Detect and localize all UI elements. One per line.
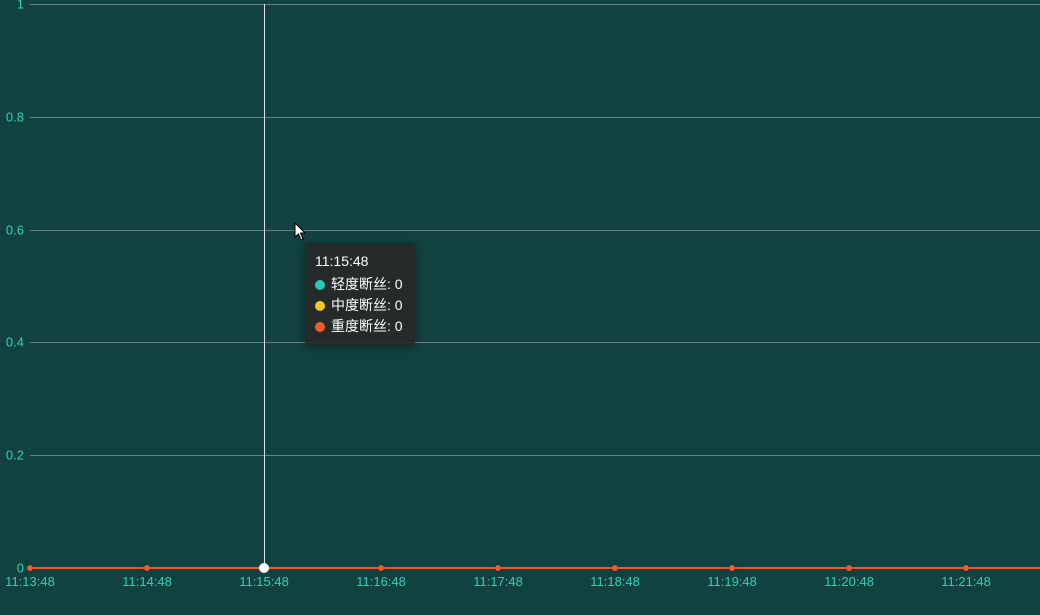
tooltip-row: 中度断丝: 0: [315, 295, 403, 316]
y-tick-label: 0.8: [6, 109, 30, 124]
tooltip-row: 重度断丝: 0: [315, 316, 403, 337]
x-tick-label: 11:16:48: [356, 568, 406, 589]
tooltip-title: 11:15:48: [315, 251, 403, 272]
series-point: [963, 565, 969, 571]
tooltip-row: 轻度断丝: 0: [315, 274, 403, 295]
chart-container: 00.20.40.60.8111:13:4811:14:4811:15:4811…: [0, 0, 1040, 615]
x-tick-label: 11:21:48: [941, 568, 991, 589]
gridline-horizontal: [30, 230, 1040, 231]
gridline-horizontal: [30, 342, 1040, 343]
x-tick-label: 11:13:48: [5, 568, 55, 589]
tooltip-series-label: 中度断丝: 0: [331, 295, 403, 316]
series-point: [495, 565, 501, 571]
series-point: [846, 565, 852, 571]
tooltip-series-label: 轻度断丝: 0: [331, 274, 403, 295]
series-point: [27, 565, 33, 571]
gridline-horizontal: [30, 4, 1040, 5]
series-point: [378, 565, 384, 571]
series-point: [144, 565, 150, 571]
x-tick-label: 11:17:48: [473, 568, 523, 589]
cursor-line: [264, 4, 265, 568]
gridline-horizontal: [30, 117, 1040, 118]
y-tick-label: 1: [17, 0, 30, 12]
tooltip: 11:15:48 轻度断丝: 0中度断丝: 0重度断丝: 0: [305, 243, 415, 345]
legend-dot-icon: [315, 280, 325, 290]
series-point: [729, 565, 735, 571]
x-tick-label: 11:18:48: [590, 568, 640, 589]
legend-dot-icon: [315, 301, 325, 311]
x-tick-label: 11:19:48: [707, 568, 757, 589]
y-tick-label: 0.2: [6, 448, 30, 463]
plot-area[interactable]: 00.20.40.60.8111:13:4811:14:4811:15:4811…: [30, 4, 1040, 568]
cursor-marker: [259, 563, 269, 573]
tooltip-series-label: 重度断丝: 0: [331, 316, 403, 337]
x-tick-label: 11:14:48: [122, 568, 172, 589]
y-tick-label: 0.6: [6, 222, 30, 237]
series-line: [30, 567, 1040, 569]
x-tick-label: 11:20:48: [824, 568, 874, 589]
legend-dot-icon: [315, 322, 325, 332]
y-tick-label: 0.4: [6, 335, 30, 350]
gridline-horizontal: [30, 455, 1040, 456]
series-point: [612, 565, 618, 571]
